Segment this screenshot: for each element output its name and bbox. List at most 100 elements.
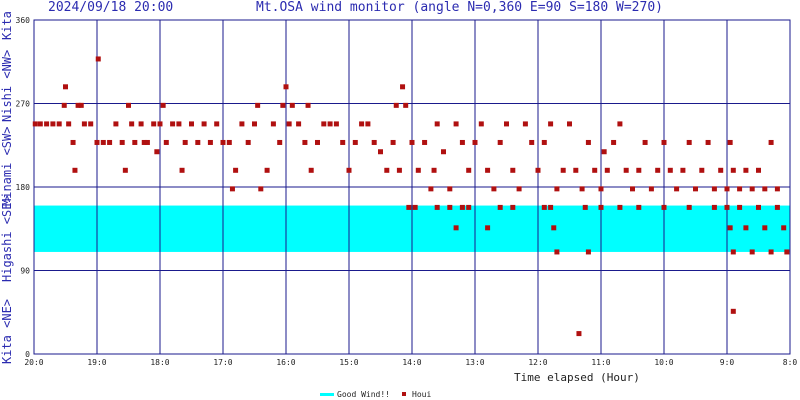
data-point <box>119 139 125 145</box>
data-point <box>768 249 774 255</box>
data-point <box>522 121 528 127</box>
data-point <box>132 139 138 145</box>
data-point <box>478 121 484 127</box>
data-point <box>32 121 38 127</box>
data-point <box>365 121 371 127</box>
data-point <box>617 121 623 127</box>
data-point <box>258 186 264 192</box>
data-point <box>384 167 390 173</box>
data-point <box>78 102 84 108</box>
data-point <box>510 204 516 210</box>
data-point <box>749 186 755 192</box>
data-point <box>579 186 585 192</box>
data-point <box>601 149 607 155</box>
data-point <box>730 167 736 173</box>
data-point <box>406 204 412 210</box>
x-tick-label: 18:0 <box>150 358 169 367</box>
legend-houi-marker <box>402 392 406 396</box>
data-point <box>724 186 730 192</box>
data-point <box>529 139 535 145</box>
data-point <box>598 204 604 210</box>
data-point <box>636 204 642 210</box>
data-point <box>289 102 295 108</box>
data-point <box>255 102 261 108</box>
x-tick-label: 9:0 <box>720 358 735 367</box>
data-point <box>264 167 270 173</box>
data-point <box>88 121 94 127</box>
data-point <box>333 121 339 127</box>
data-point <box>415 167 421 173</box>
data-point <box>667 167 673 173</box>
data-point <box>72 167 78 173</box>
data-point <box>768 139 774 145</box>
data-point <box>321 121 327 127</box>
data-point <box>434 121 440 127</box>
legend-good-wind-swatch <box>320 393 334 396</box>
data-point <box>730 308 736 314</box>
data-point <box>56 121 62 127</box>
data-point <box>774 204 780 210</box>
data-point <box>252 121 257 127</box>
data-point <box>37 121 43 127</box>
data-point <box>497 139 503 145</box>
data-point <box>730 249 736 255</box>
data-point <box>585 249 591 255</box>
data-point <box>75 102 81 108</box>
data-point <box>699 167 705 173</box>
data-point <box>81 121 87 127</box>
data-point <box>245 139 251 145</box>
data-point <box>617 204 623 210</box>
data-point <box>447 186 453 192</box>
data-point <box>686 139 692 145</box>
data-point <box>280 102 286 108</box>
data-point <box>743 225 749 231</box>
data-point <box>466 204 472 210</box>
data-point <box>466 167 472 173</box>
data-point <box>510 167 516 173</box>
data-point <box>214 121 220 127</box>
data-point <box>727 225 733 231</box>
data-point <box>352 139 358 145</box>
data-point <box>396 167 402 173</box>
x-tick-label: 11:0 <box>591 358 610 367</box>
data-point <box>189 121 194 127</box>
data-point <box>711 204 717 210</box>
data-point <box>453 225 459 231</box>
data-point <box>711 186 717 192</box>
data-point <box>592 167 598 173</box>
x-tick-label: 14:0 <box>402 358 421 367</box>
data-point <box>100 139 106 145</box>
data-point <box>762 186 768 192</box>
x-tick-label: 10:0 <box>654 358 673 367</box>
data-point <box>144 139 150 145</box>
data-point <box>548 121 554 127</box>
data-point <box>727 139 733 145</box>
data-point <box>573 167 579 173</box>
x-tick-label: 13:0 <box>465 358 484 367</box>
data-point <box>179 167 185 173</box>
data-point <box>784 249 790 255</box>
data-point <box>226 139 232 145</box>
x-axis-label: Time elapsed (Hour) <box>514 371 640 384</box>
data-point <box>63 84 68 90</box>
data-point <box>201 121 207 127</box>
data-point <box>661 139 667 145</box>
data-point <box>122 167 128 173</box>
data-point <box>182 139 188 145</box>
data-point <box>642 139 648 145</box>
data-point <box>403 102 409 108</box>
data-point <box>151 121 157 127</box>
data-point <box>497 204 503 210</box>
data-point <box>61 102 67 108</box>
data-point <box>129 121 135 127</box>
data-point <box>693 186 698 192</box>
data-point <box>453 121 459 127</box>
y-tick-label: 90 <box>20 267 30 276</box>
data-point <box>126 102 131 108</box>
plot-frame <box>33 19 791 355</box>
data-point <box>283 84 289 90</box>
data-point <box>743 167 749 173</box>
data-point <box>431 167 437 173</box>
data-point <box>378 149 383 155</box>
data-point <box>459 204 465 210</box>
